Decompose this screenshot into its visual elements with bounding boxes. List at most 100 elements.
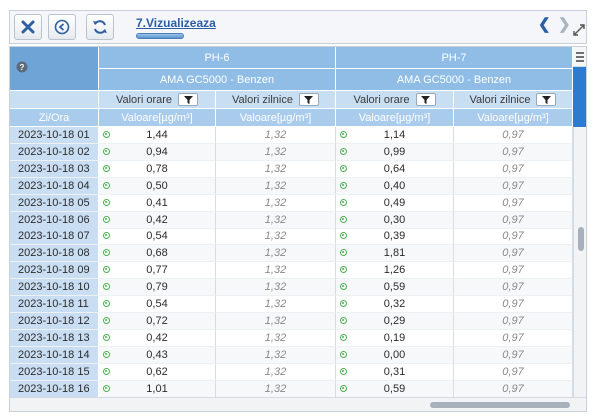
help-cell: ? [10, 47, 99, 91]
status-ok-icon [103, 147, 110, 155]
status-ok-icon [103, 215, 110, 223]
date-cell-text: 2023-10-18 15 [18, 365, 90, 378]
date-cell: 2023-10-18 13 [10, 329, 99, 347]
ph6-daily-cell-text: 1,32 [264, 365, 287, 378]
date-header[interactable]: Zi/Ora [10, 109, 99, 127]
table-row[interactable]: 2023-10-18 02 0,94 1,32 0,99 0,97 [10, 143, 573, 161]
ph6-daily-cell-text: 1,32 [264, 162, 287, 175]
ph6-hourly-cell-text: 0,72 [146, 314, 168, 327]
date-cell: 2023-10-18 12 [10, 312, 99, 330]
ph6-daily-cell-text: 1,32 [264, 196, 287, 209]
ph7-hourly-cell: 0,64 [336, 160, 454, 178]
vertical-scroll-thumb[interactable] [578, 227, 584, 251]
ph7-hourly-cell-text: 0,64 [383, 162, 406, 175]
filter-icon[interactable] [536, 93, 557, 106]
back-button[interactable] [48, 14, 76, 40]
table-row[interactable]: 2023-10-18 10 0,79 1,32 0,59 0,97 [10, 279, 573, 297]
chevron-left-icon[interactable]: ❮ [538, 16, 551, 33]
table-row[interactable]: 2023-10-18 01 1,44 1,32 1,14 0,97 [10, 127, 573, 144]
ph6-daily-cell-text: 1,32 [264, 298, 287, 310]
table-row[interactable]: 2023-10-18 14 0,43 1,32 0,00 0,97 [10, 346, 573, 364]
filter-icon[interactable] [415, 93, 436, 106]
table-row[interactable]: 2023-10-18 15 0,62 1,32 0,31 0,97 [10, 363, 573, 381]
ph7-hourly-cell-text: 1,26 [383, 264, 406, 277]
ph7-daily-cell: 0,97 [454, 262, 573, 280]
ph7-daily-cell: 0,97 [454, 177, 573, 195]
help-icon[interactable]: ? [16, 61, 28, 76]
status-ok-icon [103, 384, 110, 392]
table-row[interactable]: 2023-10-18 04 0,50 1,32 0,40 0,97 [10, 177, 573, 195]
daily-label: Valori zilnice [469, 93, 531, 106]
tab-title[interactable]: 7.Vizualizeaza [136, 16, 216, 30]
ph7-hourly-cell: 0,99 [336, 143, 454, 161]
date-cell-text: 2023-10-18 04 [18, 179, 90, 192]
ph7-daily-cell: 0,97 [454, 228, 573, 246]
table-row[interactable]: 2023-10-18 11 0,54 1,32 0,32 0,97 [10, 296, 573, 313]
date-cell-text: 2023-10-18 12 [18, 314, 90, 327]
ph6-daily-cell: 1,32 [216, 160, 336, 178]
table-row[interactable]: 2023-10-18 07 0,54 1,32 0,39 0,97 [10, 228, 573, 246]
ph7-daily-cell: 0,97 [454, 194, 573, 212]
filter-icon[interactable] [178, 93, 199, 106]
ph6-hourly-cell-text: 0,68 [146, 247, 168, 260]
horizontal-scrollbar[interactable] [10, 397, 586, 411]
ph7-hourly-cell: 1,26 [336, 262, 454, 280]
daily-label: Valori zilnice [232, 93, 293, 106]
toolbar: 7.Vizualizeaza ❮ ❯ [9, 10, 587, 44]
ph7-hourly-cell-text: 0,00 [383, 348, 406, 361]
date-cell-text: 2023-10-18 06 [18, 213, 90, 226]
ph7-daily-cell-text: 0,97 [502, 264, 524, 277]
table-row[interactable]: 2023-10-18 16 1,01 1,32 0,59 0,97 [10, 380, 573, 398]
table-row[interactable]: 2023-10-18 09 0,77 1,32 1,26 0,97 [10, 262, 573, 280]
ph6-daily-cell-text: 1,32 [264, 145, 287, 158]
table-row[interactable]: 2023-10-18 06 0,42 1,32 0,30 0,97 [10, 211, 573, 229]
table-row[interactable]: 2023-10-18 12 0,72 1,32 0,29 0,97 [10, 312, 573, 330]
date-cell-text: 2023-10-18 14 [18, 348, 90, 361]
ph7-daily-cell-text: 0,97 [502, 382, 524, 395]
date-cell-text: 2023-10-18 13 [18, 331, 90, 344]
menu-icon [573, 52, 586, 71]
ph6-daily-cell-text: 1,32 [264, 179, 287, 192]
date-cell-text: 2023-10-18 11 [18, 298, 89, 310]
expand-icon[interactable] [573, 23, 585, 41]
ph7-daily-cell-text: 0,97 [502, 145, 524, 158]
status-ok-icon [340, 249, 347, 257]
ph7-daily-cell-text: 0,97 [502, 314, 524, 327]
table-row[interactable]: 2023-10-18 13 0,42 1,32 0,19 0,97 [10, 329, 573, 347]
table-row[interactable]: 2023-10-18 05 0,41 1,32 0,49 0,97 [10, 194, 573, 212]
ph6-hourly-cell-text: 0,79 [146, 281, 168, 294]
status-ok-icon [340, 147, 347, 155]
refresh-button[interactable] [86, 14, 114, 40]
ph6-hourly-cell-text: 0,54 [146, 298, 168, 310]
close-button[interactable] [14, 14, 42, 40]
vertical-scrollbar[interactable] [573, 47, 586, 397]
horizontal-scroll-thumb[interactable] [430, 402, 570, 408]
ph6-hourly-cell: 0,50 [99, 177, 216, 195]
status-ok-icon [103, 350, 110, 358]
ph7-hourly-cell-text: 0,30 [383, 213, 406, 226]
table-row[interactable]: 2023-10-18 08 0,68 1,32 1,81 0,97 [10, 245, 573, 263]
ph7-hourly-cell-text: 0,99 [383, 145, 406, 158]
ph6-daily-cell-text: 1,32 [264, 213, 287, 226]
date-cell-text: 2023-10-18 09 [18, 264, 90, 277]
data-grid: ? Zi/Ora PH-6 AMA GC5000 - Benzen Valori… [9, 46, 587, 412]
ph6-hourly-cell: 0,78 [99, 160, 216, 178]
ph6-daily-cell: 1,32 [216, 228, 336, 246]
chevron-right-icon[interactable]: ❯ [558, 16, 571, 33]
date-cell: 2023-10-18 05 [10, 194, 99, 212]
ph6-daily-cell: 1,32 [216, 177, 336, 195]
ph6-hourly-cell: 1,44 [99, 127, 216, 144]
ph6-hourly-cell-text: 1,44 [146, 129, 168, 141]
ph6-hourly-cell-text: 0,42 [146, 331, 168, 344]
ph7-hourly-cell-text: 1,14 [383, 129, 406, 141]
status-ok-icon [340, 198, 347, 206]
ph6-hourly-cell-text: 0,54 [146, 230, 168, 243]
ph7-daily-cell-text: 0,97 [502, 348, 524, 361]
ph7-daily-cell-text: 0,97 [502, 247, 524, 260]
status-ok-icon [103, 198, 110, 206]
date-cell-text: 2023-10-18 10 [18, 281, 90, 294]
back-circle-icon [54, 19, 70, 35]
filter-icon[interactable] [298, 93, 319, 106]
table-row[interactable]: 2023-10-18 03 0,78 1,32 0,64 0,97 [10, 160, 573, 178]
column-menu-button[interactable] [573, 47, 586, 67]
